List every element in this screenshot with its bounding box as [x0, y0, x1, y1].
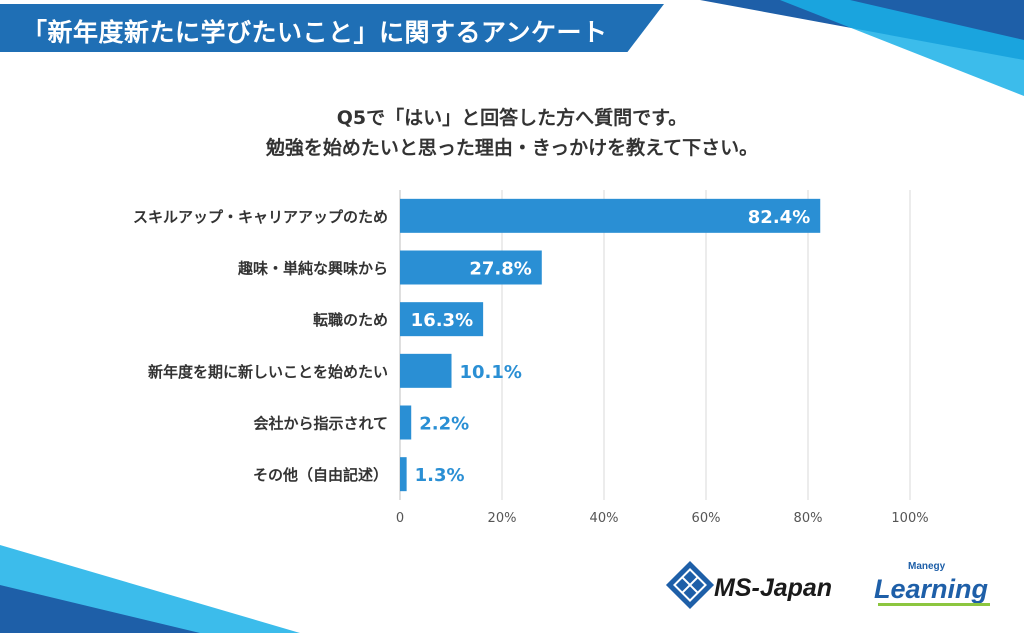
data-label: 1.3%: [415, 465, 465, 486]
category-label: 会社から指示されて: [253, 415, 388, 433]
x-tick-label: 20%: [488, 511, 517, 526]
x-tick-label: 40%: [590, 511, 619, 526]
bar: [400, 457, 407, 492]
page-title: 「新年度新たに学びたいこと」に関するアンケート: [22, 18, 608, 47]
grid-layer: [399, 190, 911, 500]
title-banner: [0, 4, 664, 52]
learning-logo-text: Learning: [874, 574, 989, 604]
bottom-left-stripe-dark: [0, 585, 200, 633]
data-label: 10.1%: [460, 362, 522, 383]
manegy-learning-logo: Manegy Learning: [874, 561, 990, 606]
bar: [400, 353, 452, 388]
bar: [400, 198, 821, 233]
category-label: 趣味・単純な興味から: [237, 260, 388, 278]
category-label: スキルアップ・キャリアアップのため: [133, 208, 388, 226]
data-label: 82.4%: [748, 207, 810, 228]
question-line-2: 勉強を始めたいと思った理由・きっかけを教えて下さい。: [265, 137, 759, 159]
bar: [400, 302, 484, 337]
x-tick-label: 0: [396, 511, 404, 526]
x-tick-label: 80%: [794, 511, 823, 526]
ms-japan-logo: MS-Japan: [665, 560, 832, 610]
x-tick-label: 100%: [891, 511, 928, 526]
top-right-stripe-accent: [850, 0, 1024, 40]
manegy-logo-small-text: Manegy: [908, 561, 946, 572]
bar: [400, 250, 542, 285]
data-label: 16.3%: [411, 310, 473, 331]
x-tick-label: 60%: [692, 511, 721, 526]
category-label: 転職のため: [313, 311, 388, 329]
ms-japan-diamond-inner: [673, 568, 707, 602]
bar-layer: [400, 198, 821, 492]
category-label: その他（自由記述）: [253, 466, 388, 484]
learning-logo-underline: [878, 603, 990, 606]
question-line-1: Q5で「はい」と回答した方へ質問です。: [336, 107, 688, 129]
data-label: 27.8%: [469, 259, 531, 280]
bar: [400, 405, 412, 440]
data-label: 2.2%: [419, 414, 469, 435]
ms-japan-logo-text: MS-Japan: [714, 574, 832, 602]
label-layer: 0 20% 40% 60% 80% 100% スキルアップ・キャリアアップのため 82.4% 趣…: [133, 207, 929, 526]
category-label: 新年度を期に新しいことを始めたい: [148, 363, 388, 381]
